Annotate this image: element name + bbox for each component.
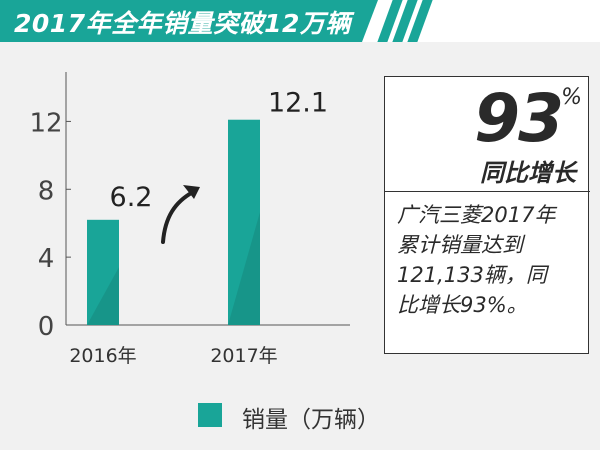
data-label: 6.2 [110,182,153,213]
bar-shade [87,267,119,325]
title-banner: 2017年全年销量突破12万辆 [0,0,600,42]
bar-chart: 0 4 8 12 6.2 2016年 12.1 2017年 [29,72,350,367]
data-label: 12.1 [268,88,328,119]
description-line: 121,133辆，同 [397,263,547,287]
growth-highlight-box: 93 % 同比增长 广汽三菱2017年 累计销量达到 121,133辆，同 比增… [384,76,590,354]
y-tick-label: 0 [38,312,55,342]
legend-label: 销量（万辆） [242,407,380,433]
description-line: 比增长93%。 [397,293,528,317]
y-tick-label: 8 [38,176,55,206]
y-tick-label: 12 [29,108,62,138]
x-tick-label: 2017年 [210,345,277,367]
growth-percent-value: 93 [474,80,564,157]
page-title: 2017年全年销量突破12万辆 [14,9,351,38]
growth-description: 广汽三菱2017年 累计销量达到 121,133辆，同 比增长93%。 [385,191,590,320]
growth-arrow [161,190,195,244]
growth-label: 同比增长 [480,159,576,187]
description-line: 广汽三菱2017年 [397,203,556,227]
growth-arrowhead [183,185,200,199]
x-tick-label: 2016年 [69,345,136,367]
legend-swatch [198,403,222,427]
bar-shade [228,212,260,325]
y-tick-label: 4 [38,244,55,274]
description-line: 累计销量达到 [397,233,523,257]
growth-percent-sign: % [561,85,582,110]
title-banner-background [0,0,378,42]
